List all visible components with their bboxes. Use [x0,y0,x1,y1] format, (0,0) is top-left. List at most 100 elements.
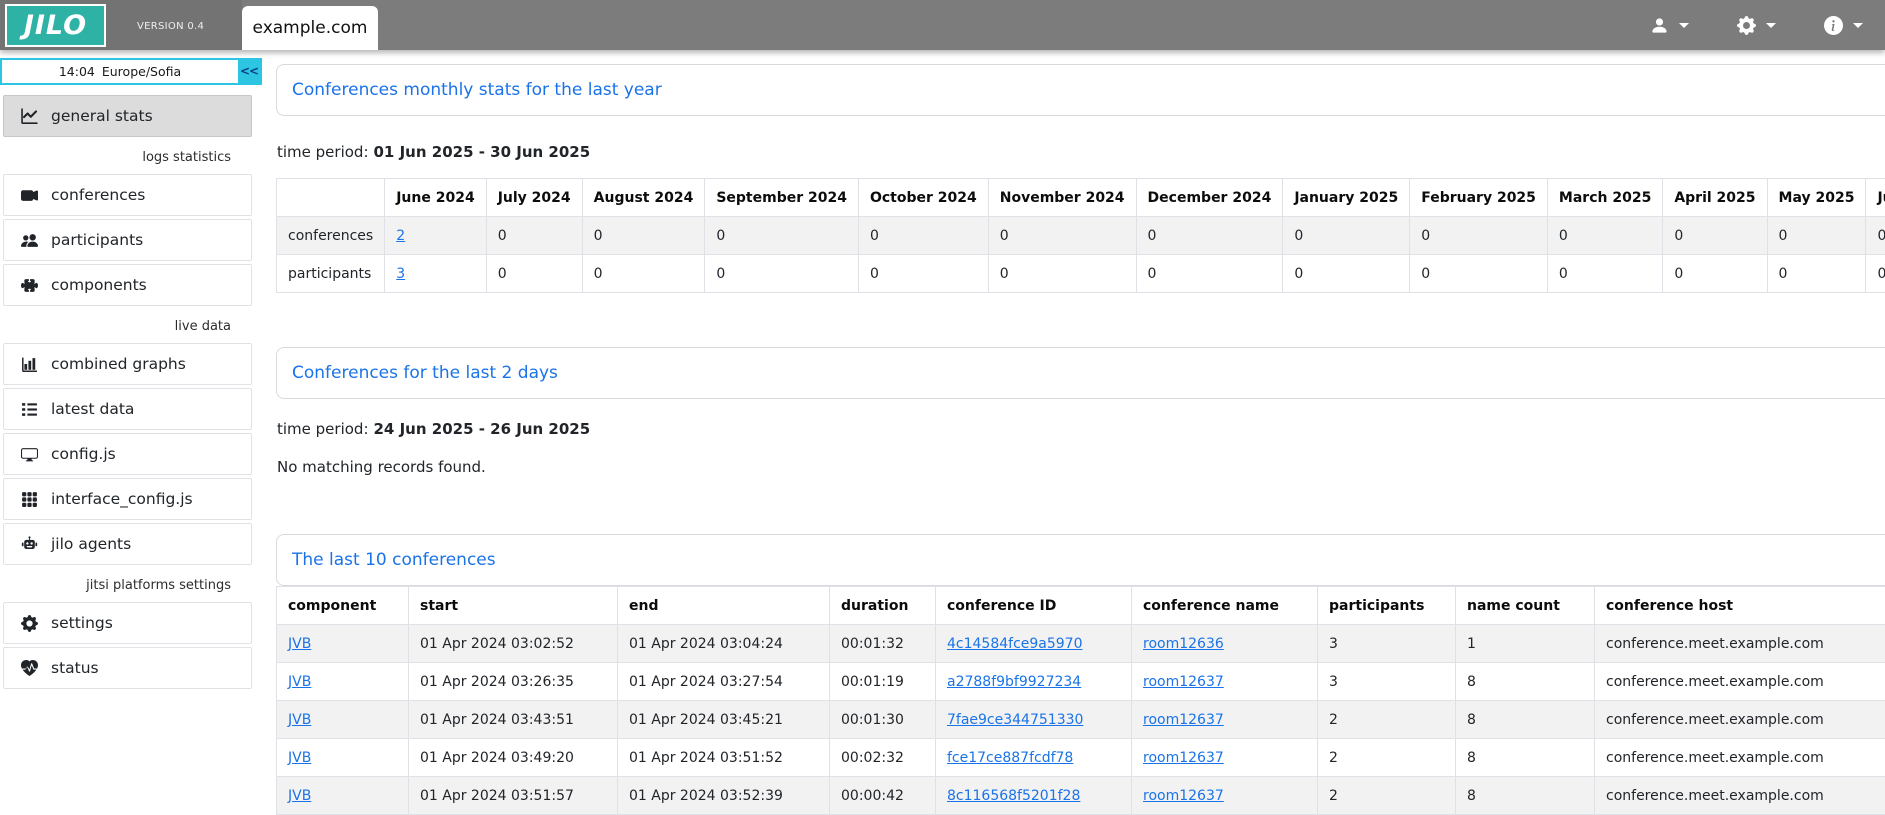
time-period-label: time period: [277,143,369,161]
table-link[interactable]: 7fae9ce344751330 [947,712,1083,728]
version-label: VERSION 0.4 [137,21,204,32]
table-cell: 0 [858,255,988,293]
top-bar: JILO VERSION 0.4 example.com [0,0,1885,50]
table-cell: 0 [1866,217,1885,255]
card-monthly-stats: Conferences monthly stats for the last y… [276,64,1885,116]
table-link[interactable]: JVB [288,636,311,652]
table-link[interactable]: fce17ce887fcdf78 [947,750,1073,766]
table-link[interactable]: 2 [396,228,405,244]
sidebar: 14:04Europe/Sofia << general statslogs s… [0,50,262,692]
table-link[interactable]: 4c14584fce9a5970 [947,636,1083,652]
table-cell: 0 [705,217,859,255]
sidebar-item-label: jilo agents [51,535,131,553]
last-10-title[interactable]: The last 10 conferences [292,550,496,570]
conference-row: JVB 01 Apr 2024 03:43:5101 Apr 2024 03:45… [277,701,1885,739]
sidebar-item-interface-config-js[interactable]: interface_config.js [3,478,252,520]
sidebar-item-conferences[interactable]: conferences [3,174,252,216]
user-icon [1650,16,1669,35]
column-header-name-count: name count [1456,587,1595,625]
table-cell: 01 Apr 2024 03:43:51 [409,701,618,739]
table-cell: 00:01:32 [830,625,936,663]
table-cell: 0 [1283,255,1410,293]
jilo-logo[interactable]: JILO [5,4,106,47]
info-menu[interactable] [1824,16,1863,35]
sidebar-item-participants[interactable]: participants [3,219,252,261]
sidebar-item-combined-graphs[interactable]: combined graphs [3,343,252,385]
video-camera-icon [21,187,38,204]
table-cell: 2 [1318,739,1456,777]
table-cell: 2 [1318,701,1456,739]
table-cell: 0 [1136,217,1283,255]
sidebar-item-jilo-agents[interactable]: jilo agents [3,523,252,565]
tab-example-com[interactable]: example.com [242,6,378,50]
conference-row: JVB01 Apr 2024 03:26:3501 Apr 2024 03:27… [277,663,1885,701]
list-icon [21,401,38,418]
table-link[interactable]: room12637 [1143,674,1224,690]
table-cell: 0 [705,255,859,293]
table-link[interactable]: JVB [288,788,311,804]
table-cell: room12637 [1132,663,1318,701]
column-header-june-2025: June 2025 [1866,179,1885,217]
conference-row: JVB01 Apr 2024 03:02:5201 Apr 2024 03:04… [277,625,1885,663]
table-link[interactable]: room12636 [1143,636,1224,652]
table-cell: conference.meet.example.com [1595,739,1885,777]
table-cell: 0 [1136,255,1283,293]
table-cell: 00:01:19 [830,663,936,701]
sidebar-item-general-stats[interactable]: general stats [3,95,252,137]
sidebar-item-latest-data[interactable]: latest data [3,388,252,430]
robot-icon [21,536,38,553]
time-period-value: 24 Jun 2025 - 26 Jun 2025 [374,420,591,438]
table-cell: conference.meet.example.com [1595,701,1885,739]
last-2-days-title[interactable]: Conferences for the last 2 days [292,363,558,383]
sidebar-item-status[interactable]: status [3,647,252,689]
column-header-november-2024: November 2024 [988,179,1136,217]
table-cell: 0 [1283,217,1410,255]
clock-bar: 14:04Europe/Sofia << [0,58,262,85]
table-cell: JVB [277,663,409,701]
sidebar-item-components[interactable]: components [3,264,252,306]
table-cell: 4c14584fce9a5970 [936,625,1132,663]
sidebar-item-label: general stats [51,107,153,125]
table-link[interactable]: JVB [288,674,311,690]
sidebar-item-settings[interactable]: settings [3,602,252,644]
site-tab-label: example.com [253,18,368,38]
sidebar-section-label-live-data: live data [3,319,252,334]
table-link[interactable]: 8c116568f5201f28 [947,788,1080,804]
puzzle-icon [21,277,38,294]
table-cell: 00:01:30 [830,701,936,739]
clock-display: 14:04Europe/Sofia [2,60,238,83]
main-content: Conferences monthly stats for the last y… [262,50,1885,815]
display-icon [21,446,38,463]
table-cell: 0 [1767,217,1866,255]
column-header-september-2024: September 2024 [705,179,859,217]
table-cell: 0 [582,255,705,293]
table-link[interactable]: a2788f9bf9927234 [947,674,1081,690]
table-cell: 01 Apr 2024 03:45:21 [618,701,830,739]
sidebar-item-config-js[interactable]: config.js [3,433,252,475]
table-cell: fce17ce887fcdf78 [936,739,1132,777]
table-link[interactable]: room12637 [1143,750,1224,766]
table-header-row: June 2024July 2024August 2024September 2… [277,179,1885,217]
row-label: participants [277,255,385,293]
table-cell: conference.meet.example.com [1595,663,1885,701]
table-link[interactable]: JVB [288,712,311,728]
card-last-10-conferences: The last 10 conferences [276,534,1885,586]
conference-row: JVB01 Apr 2024 03:49:2001 Apr 2024 03:51… [277,739,1885,777]
table-link[interactable]: room12637 [1143,712,1224,728]
table-link[interactable]: room12637 [1143,788,1224,804]
grid-icon [21,491,38,508]
table-cell: 0 [486,217,582,255]
column-header-april-2025: April 2025 [1663,179,1767,217]
column-header-duration: duration [830,587,936,625]
sidebar-item-label: status [51,659,99,677]
info-icon [1824,16,1843,35]
clock-timezone: Europe/Sofia [102,64,181,79]
table-link[interactable]: 3 [396,266,405,282]
sidebar-collapse-button[interactable]: << [238,60,260,83]
table-cell: 0 [1663,255,1767,293]
table-cell: 8 [1456,701,1595,739]
monthly-stats-title[interactable]: Conferences monthly stats for the last y… [292,80,662,100]
user-menu[interactable] [1650,16,1689,35]
gear-menu[interactable] [1737,16,1776,35]
table-link[interactable]: JVB [288,750,311,766]
